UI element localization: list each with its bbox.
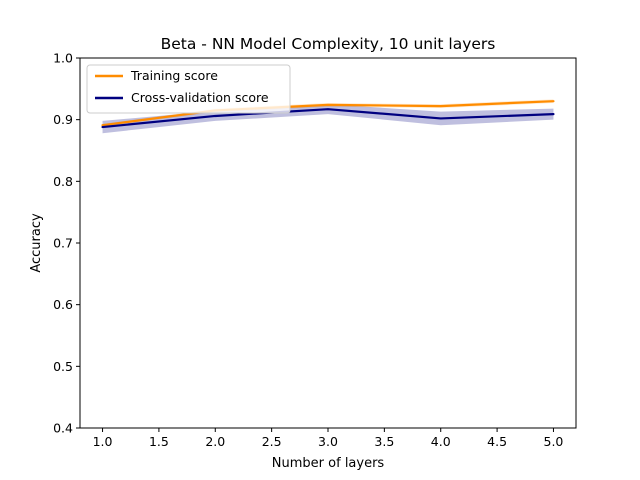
x-tick-label: 4.5 [487, 434, 507, 449]
chart-title: Beta - NN Model Complexity, 10 unit laye… [161, 35, 496, 53]
x-tick-label: 2.5 [262, 434, 282, 449]
y-tick-label: 0.4 [53, 421, 73, 436]
y-axis-ticks: 0.4 0.5 0.6 0.7 0.8 0.9 1.0 [53, 51, 80, 436]
y-tick-label: 0.5 [53, 359, 73, 374]
legend-label-cross-validation: Cross-validation score [131, 90, 269, 105]
x-tick-label: 1.5 [149, 434, 169, 449]
y-tick-label: 0.7 [53, 236, 73, 251]
y-axis-label: Accuracy [29, 213, 44, 273]
y-tick-label: 0.6 [53, 297, 73, 312]
x-tick-label: 5.0 [544, 434, 564, 449]
y-tick-label: 0.8 [53, 174, 73, 189]
x-tick-label: 3.0 [318, 434, 338, 449]
x-tick-label: 2.0 [205, 434, 225, 449]
x-tick-label: 1.0 [93, 434, 113, 449]
y-tick-label: 0.9 [53, 112, 73, 127]
x-tick-label: 4.0 [431, 434, 451, 449]
legend: Training score Cross-validation score [86, 64, 291, 114]
x-axis-label: Number of layers [272, 456, 385, 471]
x-tick-label: 3.5 [374, 434, 394, 449]
legend-box [86, 64, 291, 114]
x-axis-ticks: 1.0 1.5 2.0 2.5 3.0 3.5 4.0 4.5 5.0 [93, 428, 564, 449]
legend-label-training: Training score [130, 68, 218, 83]
score-lines [101, 100, 555, 129]
y-tick-label: 1.0 [53, 51, 73, 66]
